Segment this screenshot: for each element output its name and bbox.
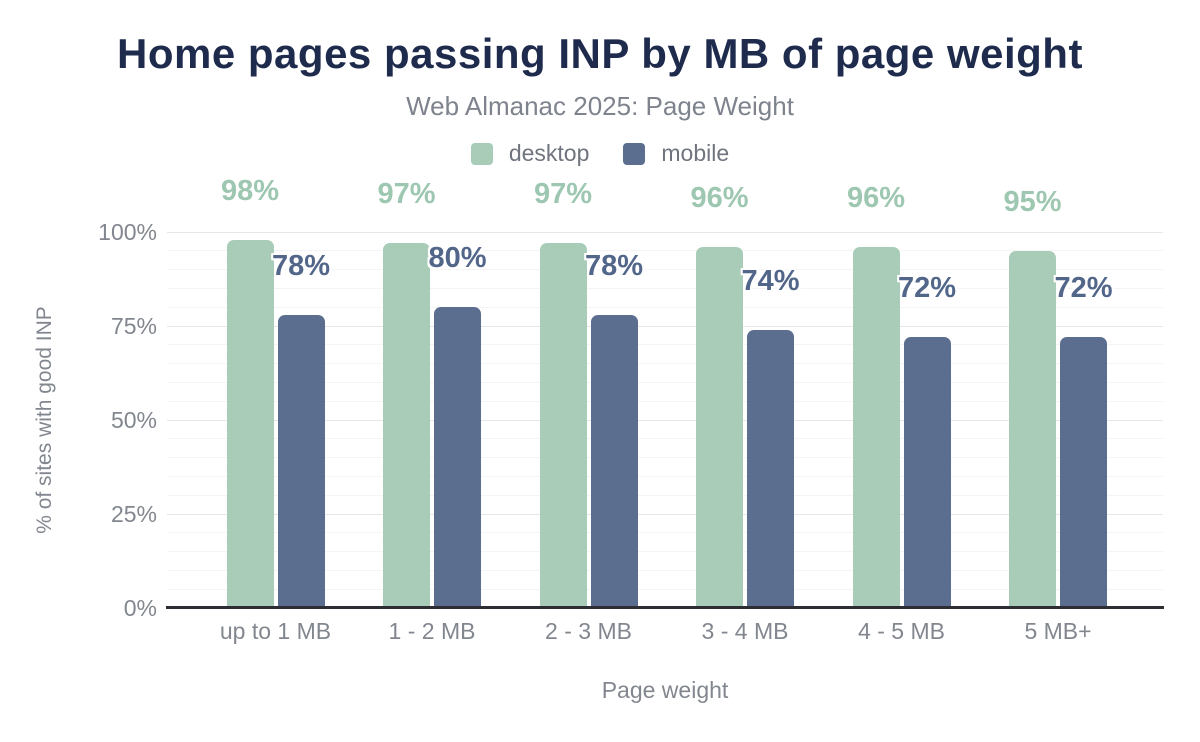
bar-mobile-5-mb: [1060, 337, 1107, 608]
y-axis-title: % of sites with good INP: [33, 306, 56, 534]
value-label-desktop-up-to-1-mb: 98%: [220, 174, 280, 207]
gridline-65: [167, 363, 1163, 365]
x-axis-title: Page weight: [601, 677, 729, 703]
gridline-80: [167, 306, 1163, 308]
gridline-5: [167, 588, 1163, 590]
value-label-mobile-up-to-1-mb: 78%: [271, 249, 331, 282]
bar-mobile-3-4-mb: [747, 329, 794, 608]
value-label-desktop-5-mb: 95%: [1003, 185, 1062, 218]
gridline-30: [167, 494, 1163, 496]
bar-desktop-up-to-1-mb: [226, 239, 274, 608]
bar-mobile-4-5-mb: [903, 337, 951, 608]
value-label-mobile-3-4-mb: 74%: [741, 264, 800, 297]
gridline-75: [167, 325, 1163, 327]
gridline-85: [167, 287, 1163, 289]
y-tick-label-75: 75%: [110, 313, 157, 339]
gridline-15: [167, 551, 1163, 553]
value-label-desktop-3-4-mb: 96%: [690, 182, 749, 215]
y-tick-label-50: 50%: [110, 407, 157, 433]
gridline-90: [167, 269, 1163, 271]
x-tick-label-2-3-mb: 2 - 3 MB: [545, 618, 632, 644]
legend: desktop mobile: [0, 140, 1200, 167]
x-tick-label-1-2-mb: 1 - 2 MB: [388, 618, 476, 644]
gridline-35: [167, 475, 1163, 477]
bar-desktop-2-3-mb: [539, 243, 587, 608]
gridline-55: [167, 400, 1163, 402]
bar-desktop-3-4-mb: [696, 247, 743, 608]
y-tick-label-100: 100%: [98, 219, 157, 245]
x-tick-label-3-4-mb: 3 - 4 MB: [701, 618, 789, 644]
x-tick-label-4-5-mb: 4 - 5 MB: [858, 618, 945, 644]
gridline-20: [167, 532, 1163, 534]
legend-label: mobile: [661, 140, 730, 166]
bar-mobile-1-2-mb: [434, 307, 481, 608]
legend-item-desktop[interactable]: desktop: [470, 140, 590, 167]
value-label-mobile-5-mb: 72%: [1054, 272, 1113, 305]
bar-desktop-5-mb: [1009, 250, 1056, 608]
y-tick-label-0: 0%: [123, 595, 157, 621]
chart-title: Home pages passing INP by MB of page wei…: [117, 30, 1083, 77]
gridline-60: [167, 381, 1163, 383]
value-label-desktop-1-2-mb: 97%: [377, 178, 436, 211]
value-label-mobile-1-2-mb: 80%: [428, 242, 487, 275]
bar-desktop-4-5-mb: [852, 247, 900, 608]
gridline-10: [167, 569, 1163, 571]
gridline-50: [167, 419, 1163, 421]
legend-label: desktop: [508, 140, 590, 166]
x-tick-label-5-mb: 5 MB+: [1024, 618, 1092, 644]
gridline-40: [167, 457, 1163, 459]
value-label-desktop-4-5-mb: 96%: [846, 182, 906, 215]
value-label-desktop-2-3-mb: 97%: [533, 178, 593, 211]
legend-swatch-desktop-icon: [470, 142, 493, 165]
legend-swatch-mobile-icon: [623, 142, 646, 165]
y-tick-label-25: 25%: [110, 501, 157, 527]
gridline-25: [167, 513, 1163, 515]
gridline-95: [167, 250, 1163, 252]
legend-item-mobile[interactable]: mobile: [623, 140, 729, 167]
gridline-45: [167, 438, 1163, 440]
x-tick-label-up-to-1-mb: up to 1 MB: [219, 618, 332, 644]
chart-subtitle: Web Almanac 2025: Page Weight: [406, 91, 794, 121]
value-label-mobile-4-5-mb: 72%: [897, 272, 957, 305]
gridline-100: [167, 231, 1163, 233]
bar-mobile-up-to-1-mb: [277, 314, 325, 608]
bar-mobile-2-3-mb: [590, 314, 638, 608]
x-axis-line: [166, 606, 1164, 609]
gridline-70: [167, 344, 1163, 346]
value-label-mobile-2-3-mb: 78%: [584, 249, 644, 282]
bar-desktop-1-2-mb: [383, 243, 430, 608]
